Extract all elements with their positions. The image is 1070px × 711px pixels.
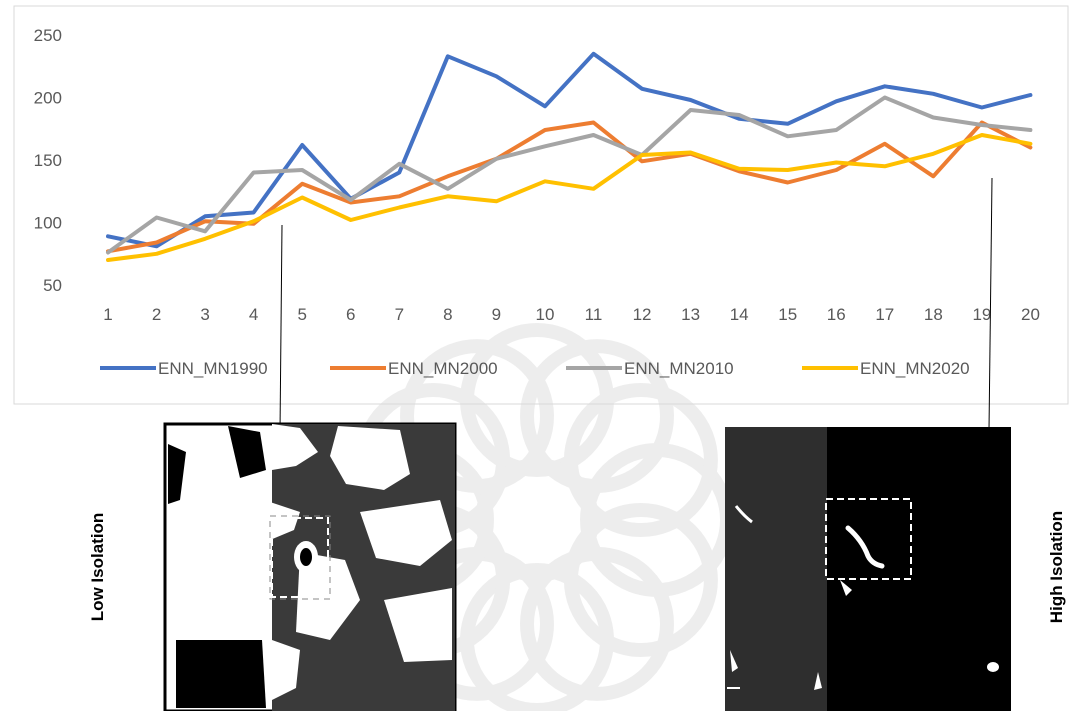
y-tick-label: 100 bbox=[34, 214, 62, 233]
y-tick-label: 50 bbox=[43, 276, 62, 295]
legend-label: ENN_MN2000 bbox=[388, 359, 498, 378]
high-isolation-map bbox=[725, 427, 1011, 711]
x-tick-label: 18 bbox=[924, 305, 943, 324]
watermark-center bbox=[475, 458, 599, 582]
x-tick-label: 7 bbox=[395, 305, 404, 324]
chart-border bbox=[13, 5, 1069, 405]
x-tick-label: 11 bbox=[585, 305, 603, 324]
y-axis: 50 100 150 200 250 bbox=[34, 26, 62, 295]
series-line-enn-mn2010 bbox=[106, 95, 1033, 255]
plot-area bbox=[106, 51, 1033, 262]
watermark-petal bbox=[520, 546, 674, 701]
x-tick-label: 19 bbox=[972, 305, 991, 324]
legend-label: ENN_MN2020 bbox=[860, 359, 970, 378]
x-tick-label: 1 bbox=[103, 305, 112, 324]
watermark-petal bbox=[520, 339, 674, 494]
y-tick-label: 150 bbox=[34, 151, 62, 170]
x-tick-label: 8 bbox=[443, 305, 452, 324]
x-tick-label: 20 bbox=[1021, 305, 1040, 324]
y-tick-label: 200 bbox=[34, 89, 62, 108]
watermark-petal bbox=[563, 383, 718, 537]
x-tick-label: 9 bbox=[492, 305, 501, 324]
high-isolation-label: High Isolation bbox=[1047, 511, 1066, 623]
low-isolation-label: Low Isolation bbox=[88, 513, 107, 622]
series-line-enn-mn1990 bbox=[106, 51, 1033, 249]
x-tick-label: 2 bbox=[152, 305, 161, 324]
y-tick-label: 250 bbox=[34, 26, 62, 45]
x-tick-label: 10 bbox=[535, 305, 554, 324]
x-tick-label: 15 bbox=[778, 305, 797, 324]
x-tick-label: 5 bbox=[297, 305, 306, 324]
x-tick-label: 13 bbox=[681, 305, 700, 324]
x-tick-label: 3 bbox=[200, 305, 209, 324]
x-tick-label: 6 bbox=[346, 305, 355, 324]
connector-line-left bbox=[279, 224, 283, 433]
x-tick-label: 12 bbox=[633, 305, 652, 324]
x-tick-label: 16 bbox=[827, 305, 846, 324]
connector-line-right bbox=[988, 177, 993, 431]
low-isolation-map bbox=[163, 422, 457, 711]
x-axis: 1 2 3 4 5 6 7 8 9 10 11 12 13 14 15 16 17 18 19 20 bbox=[103, 305, 1040, 324]
x-tick-label: 14 bbox=[730, 305, 749, 324]
legend-label: ENN_MN1990 bbox=[158, 359, 268, 378]
legend: ENN_MN1990 ENN_MN2000 ENN_MN2010 ENN_MN2020 bbox=[100, 359, 970, 378]
legend-label: ENN_MN2010 bbox=[624, 359, 734, 378]
x-tick-label: 17 bbox=[875, 305, 894, 324]
watermark-petal bbox=[400, 339, 554, 494]
x-tick-label: 4 bbox=[249, 305, 258, 324]
series-line-enn-mn2020 bbox=[106, 133, 1033, 262]
